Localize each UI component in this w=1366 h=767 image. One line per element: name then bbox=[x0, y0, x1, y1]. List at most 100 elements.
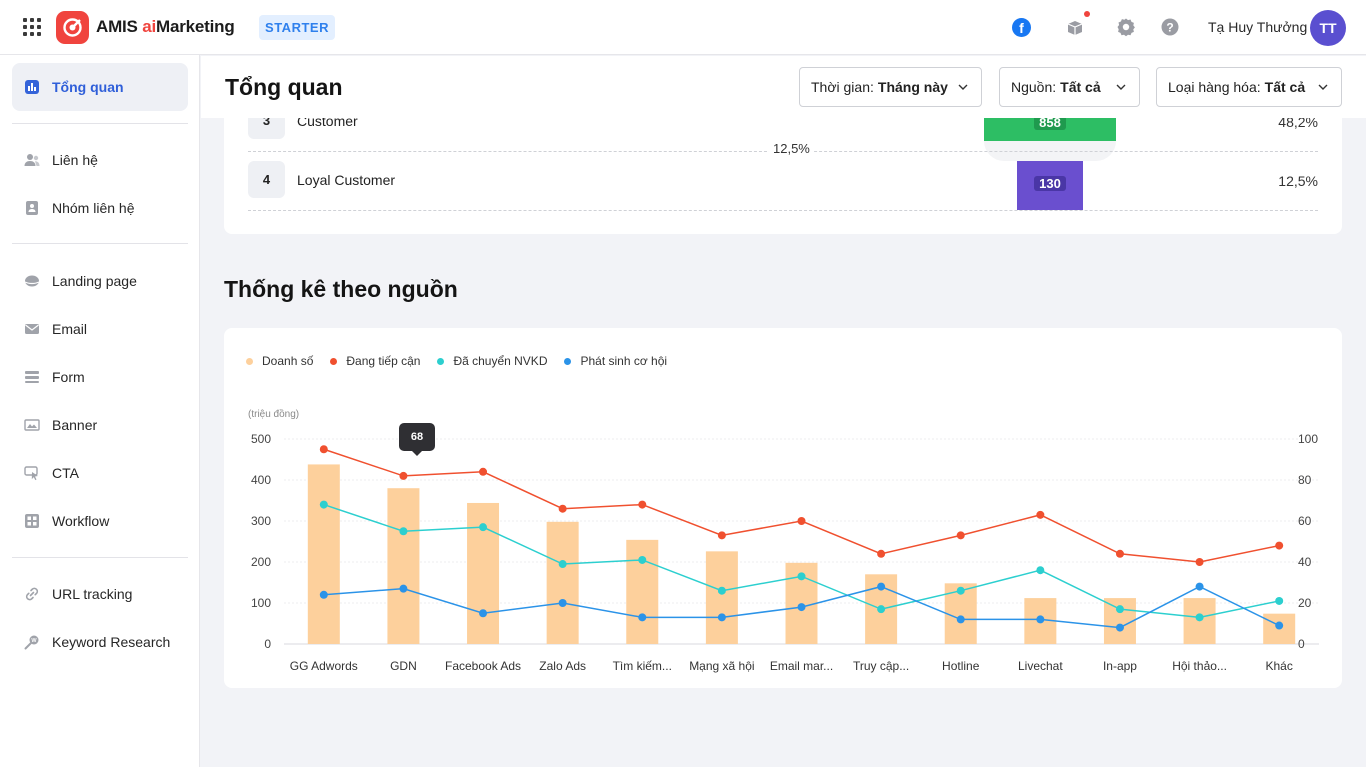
user-name[interactable]: Tạ Huy Thưởng bbox=[1208, 19, 1308, 35]
series-point[interactable] bbox=[1036, 615, 1045, 624]
series-point[interactable] bbox=[1195, 558, 1204, 566]
series-point[interactable] bbox=[797, 572, 806, 581]
legend-item[interactable]: Doanh số bbox=[246, 354, 313, 368]
x-tick-label: Tìm kiếm... bbox=[613, 659, 672, 673]
series-point[interactable] bbox=[1036, 510, 1045, 519]
sidebar-item-cta[interactable]: CTA bbox=[12, 453, 188, 493]
product-type-filter-dropdown[interactable]: Loại hàng hóa: Tất cả bbox=[1156, 67, 1342, 107]
series-point[interactable] bbox=[956, 586, 965, 595]
series-point[interactable] bbox=[399, 527, 408, 536]
sidebar-item-contacts[interactable]: Liên hệ bbox=[12, 140, 188, 180]
series-point[interactable] bbox=[877, 605, 886, 614]
legend-item[interactable]: Đã chuyển NVKD bbox=[437, 354, 547, 368]
sidebar-item-url-tracking[interactable]: URL tracking bbox=[12, 574, 188, 614]
logo-mark-icon[interactable] bbox=[56, 11, 89, 44]
source-chart-card: Doanh số Đang tiếp cận Đã chuyển NVKD Ph… bbox=[224, 328, 1342, 688]
contacts-icon bbox=[24, 152, 40, 168]
cta-icon bbox=[24, 465, 40, 481]
y2-tick-label: 20 bbox=[1298, 596, 1312, 610]
series-point[interactable] bbox=[558, 560, 567, 569]
series-point[interactable] bbox=[877, 549, 886, 558]
sidebar-item-email[interactable]: Email bbox=[12, 309, 188, 349]
sidebar-item-label: Landing page bbox=[52, 273, 137, 289]
sidebar-item-landing-page[interactable]: Landing page bbox=[12, 261, 188, 301]
series-point[interactable] bbox=[479, 523, 488, 532]
help-icon[interactable]: ? bbox=[1160, 17, 1180, 37]
funnel-bar[interactable]: 130 bbox=[1017, 161, 1083, 210]
sidebar-item-label: Form bbox=[52, 369, 85, 385]
x-tick-label: Facebook Ads bbox=[445, 659, 521, 673]
series-point[interactable] bbox=[638, 613, 647, 622]
series-point[interactable] bbox=[717, 586, 726, 595]
series-point[interactable] bbox=[399, 471, 408, 480]
sidebar-divider bbox=[12, 123, 188, 124]
x-tick-label: Hội thảo... bbox=[1172, 659, 1227, 673]
legend-item[interactable]: Đang tiếp cận bbox=[330, 354, 420, 368]
funnel-bar[interactable]: 858 bbox=[984, 118, 1116, 141]
chevron-down-icon bbox=[958, 84, 968, 90]
sidebar-item-label: Banner bbox=[52, 417, 98, 433]
series-point[interactable] bbox=[717, 531, 726, 540]
sidebar-item-form[interactable]: Form bbox=[12, 357, 188, 397]
series-point[interactable] bbox=[1036, 566, 1045, 575]
facebook-icon[interactable]: f bbox=[1012, 18, 1031, 37]
dashboard-icon bbox=[24, 79, 40, 95]
series-point[interactable] bbox=[797, 517, 806, 525]
bar bbox=[705, 551, 738, 644]
bar bbox=[546, 521, 579, 644]
x-tick-label: GDN bbox=[390, 659, 417, 673]
legend-dot bbox=[564, 357, 572, 365]
gift-icon[interactable] bbox=[1065, 17, 1085, 37]
series-point[interactable] bbox=[558, 599, 567, 607]
series-point[interactable] bbox=[479, 609, 488, 618]
y2-tick-label: 100 bbox=[1298, 432, 1318, 446]
page-header: Tổng quan Thời gian: Tháng này Nguồn: Tất … bbox=[201, 56, 1366, 118]
series-point[interactable] bbox=[319, 445, 328, 454]
legend-item[interactable]: Phát sinh cơ hội bbox=[564, 354, 667, 368]
series-point[interactable] bbox=[399, 584, 408, 593]
y2-tick-label: 40 bbox=[1298, 555, 1312, 569]
time-filter-dropdown[interactable]: Thời gian: Tháng này bbox=[799, 67, 982, 107]
filter-label: Nguồn: bbox=[1011, 79, 1057, 95]
series-point[interactable] bbox=[1195, 582, 1204, 591]
sidebar-item-workflow[interactable]: Workflow bbox=[12, 501, 188, 541]
x-tick-label: Livechat bbox=[1018, 659, 1063, 673]
series-point[interactable] bbox=[717, 613, 726, 622]
series-point[interactable] bbox=[1195, 613, 1204, 622]
series-point[interactable] bbox=[1115, 623, 1124, 632]
series-point[interactable] bbox=[877, 582, 886, 591]
series-point[interactable] bbox=[1115, 549, 1124, 558]
chart-tooltip: 68 bbox=[399, 423, 435, 456]
workflow-icon bbox=[24, 513, 40, 529]
apps-grid-icon[interactable] bbox=[23, 18, 41, 36]
y-tick-label: 500 bbox=[251, 432, 271, 446]
series-point[interactable] bbox=[1275, 541, 1284, 550]
avatar[interactable]: TT bbox=[1310, 10, 1346, 46]
sidebar-item-overview[interactable]: Tổng quan bbox=[12, 63, 188, 111]
sidebar-item-banner[interactable]: Banner bbox=[12, 405, 188, 445]
series-point[interactable] bbox=[1275, 596, 1284, 605]
series-point[interactable] bbox=[319, 500, 328, 509]
series-point[interactable] bbox=[797, 603, 806, 612]
series-point[interactable] bbox=[479, 467, 488, 476]
legend-label: Doanh số bbox=[262, 354, 314, 368]
source-filter-dropdown[interactable]: Nguồn: Tất cả bbox=[999, 67, 1140, 107]
series-point[interactable] bbox=[558, 504, 567, 513]
legend-label: Đang tiếp cận bbox=[346, 354, 421, 368]
series-point[interactable] bbox=[1275, 621, 1284, 630]
app-logo-text[interactable]: AMIS aiMarketing bbox=[96, 17, 235, 37]
settings-icon[interactable] bbox=[1116, 17, 1136, 37]
series-point[interactable] bbox=[319, 590, 328, 599]
series-point[interactable] bbox=[638, 555, 647, 564]
sidebar: Tổng quan Liên hệ Nhóm liên hệ Landing p… bbox=[0, 55, 200, 767]
series-point[interactable] bbox=[956, 615, 965, 624]
sidebar-item-keyword-research[interactable]: W Keyword Research bbox=[12, 622, 188, 662]
series-point[interactable] bbox=[1115, 605, 1124, 614]
sidebar-item-label: URL tracking bbox=[52, 586, 133, 602]
filter-value: Tất cả bbox=[1060, 79, 1101, 95]
logo-word: AMIS bbox=[96, 17, 143, 36]
sidebar-item-contact-group[interactable]: Nhóm liên hệ bbox=[12, 188, 188, 228]
series-point[interactable] bbox=[956, 531, 965, 540]
series-point[interactable] bbox=[638, 500, 647, 509]
funnel-row-percent: 48,2% bbox=[1278, 118, 1318, 130]
